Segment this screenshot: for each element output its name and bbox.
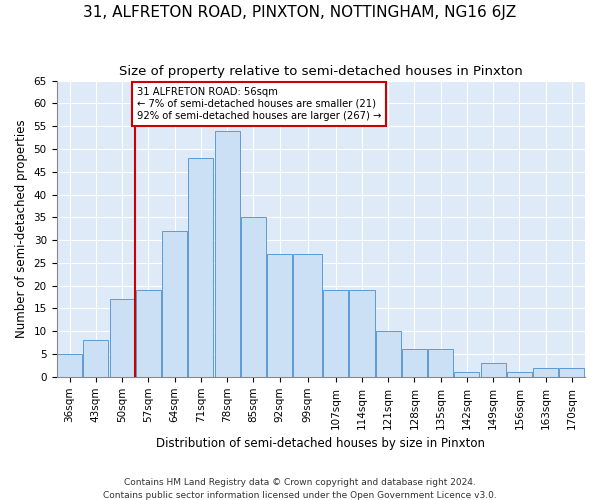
Y-axis label: Number of semi-detached properties: Number of semi-detached properties	[15, 120, 28, 338]
Bar	[215, 130, 239, 377]
Bar	[323, 290, 349, 377]
Bar	[136, 290, 161, 377]
Bar	[110, 300, 134, 377]
Bar	[481, 363, 506, 377]
Bar	[454, 372, 479, 377]
Text: 31 ALFRETON ROAD: 56sqm
← 7% of semi-detached houses are smaller (21)
92% of sem: 31 ALFRETON ROAD: 56sqm ← 7% of semi-det…	[137, 88, 382, 120]
Bar	[162, 231, 187, 377]
Bar	[376, 331, 401, 377]
Bar	[293, 254, 322, 377]
Bar	[402, 350, 427, 377]
Bar	[349, 290, 374, 377]
Bar	[241, 218, 266, 377]
Bar	[507, 372, 532, 377]
Bar	[559, 368, 584, 377]
Bar	[428, 350, 453, 377]
Bar	[267, 254, 292, 377]
X-axis label: Distribution of semi-detached houses by size in Pinxton: Distribution of semi-detached houses by …	[156, 437, 485, 450]
Text: Contains HM Land Registry data © Crown copyright and database right 2024.
Contai: Contains HM Land Registry data © Crown c…	[103, 478, 497, 500]
Text: 31, ALFRETON ROAD, PINXTON, NOTTINGHAM, NG16 6JZ: 31, ALFRETON ROAD, PINXTON, NOTTINGHAM, …	[83, 5, 517, 20]
Bar	[533, 368, 558, 377]
Bar	[188, 158, 214, 377]
Bar	[57, 354, 82, 377]
Bar	[83, 340, 109, 377]
Title: Size of property relative to semi-detached houses in Pinxton: Size of property relative to semi-detach…	[119, 65, 523, 78]
